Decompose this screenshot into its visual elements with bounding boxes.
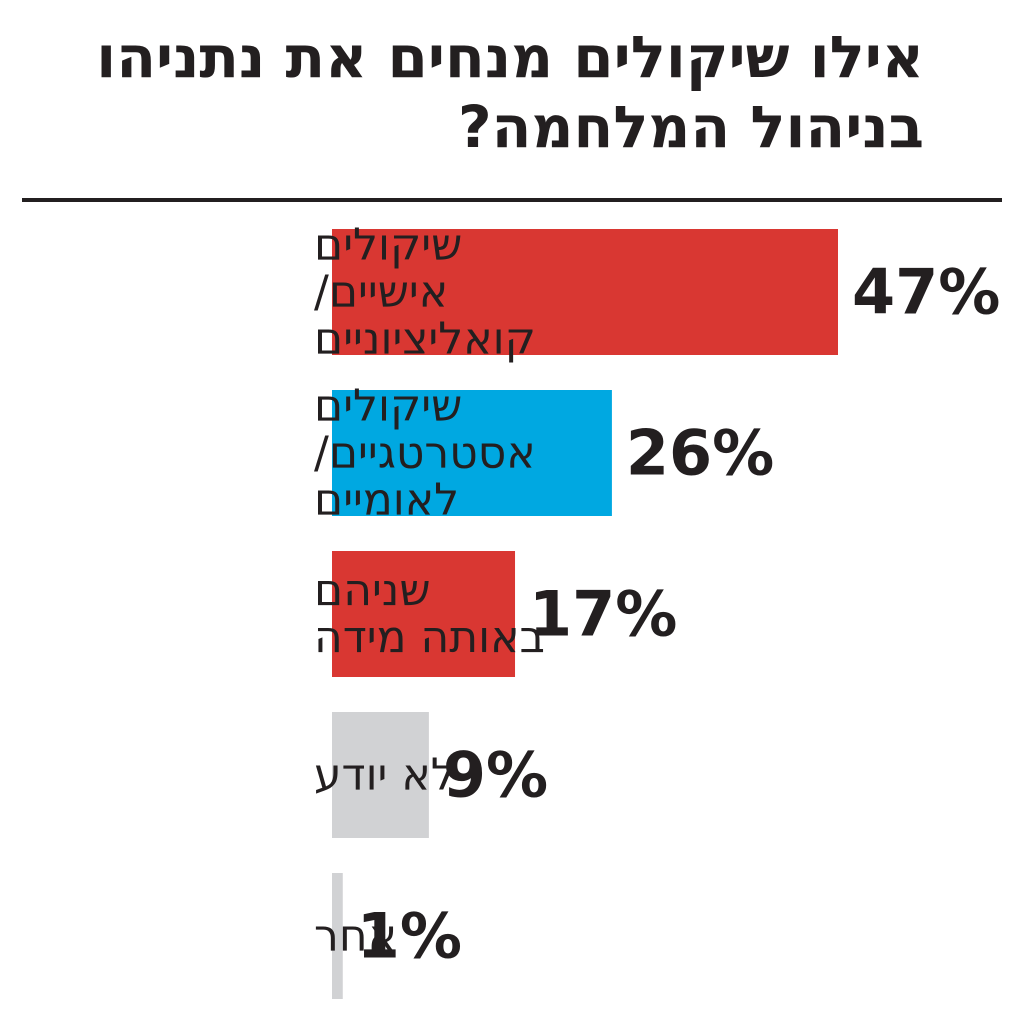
category-label: לא יודע — [314, 750, 456, 801]
category-label: אסטרטגיים/ — [314, 428, 536, 479]
category-label: אישיים/ — [314, 267, 448, 318]
chart-title: אילו שיקולים מנחים את נתניהו בניהול המלח… — [96, 23, 924, 161]
value-label: 1% — [357, 900, 462, 973]
value-label: 17% — [529, 578, 677, 651]
category-label: באותה מידה — [314, 612, 545, 663]
category-label: שניהם — [314, 565, 431, 616]
value-label: 47% — [852, 256, 1000, 329]
value-label: 9% — [443, 739, 548, 812]
bars-layer: 47%שיקוליםאישיים/קואליציוניים26%שיקוליםא… — [314, 220, 1000, 999]
category-label: אחר — [314, 911, 397, 962]
category-label: לאומיים — [314, 475, 459, 526]
bar — [332, 390, 612, 516]
bar — [332, 551, 516, 677]
value-label: 26% — [626, 417, 774, 490]
category-label: שיקולים — [314, 220, 462, 271]
bar — [332, 873, 343, 999]
category-label: שיקולים — [314, 381, 462, 432]
bar — [332, 229, 838, 355]
category-label: קואליציוניים — [314, 314, 536, 365]
bar — [332, 712, 429, 838]
